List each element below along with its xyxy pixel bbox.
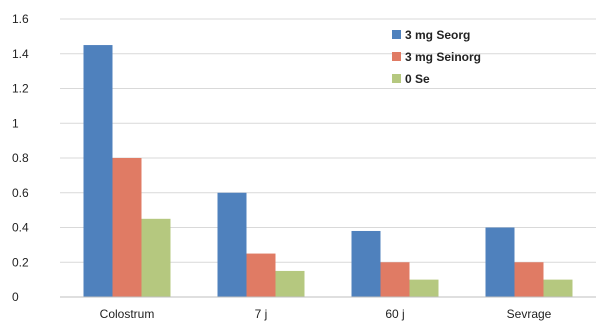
bar [351,230,381,297]
bars [83,45,573,297]
x-category-label: 60 j [385,307,404,321]
x-category-label: Colostrum [100,307,155,321]
legend-label: 3 mg Seorg [405,28,470,42]
bar [380,262,410,297]
bar [485,227,515,297]
bar [246,253,276,297]
bar [83,45,113,297]
y-tick-label: 1 [12,116,19,130]
bar [217,192,247,297]
y-tick-label: 1.4 [12,47,29,61]
y-tick-label: 1.2 [12,82,29,96]
x-axis-categories: Colostrum 7 j 60 j Sevrage [100,307,552,321]
x-category-label: Sevrage [507,307,552,321]
y-tick-label: 0.2 [12,255,29,269]
y-tick-label: 0.4 [12,221,29,235]
legend-label: 3 mg Seinorg [405,50,481,64]
y-tick-label: 1.6 [12,12,29,26]
x-category-label: 7 j [255,307,268,321]
bar [543,279,573,297]
legend-label: 0 Se [405,72,430,86]
bar [141,218,171,297]
y-tick-label: 0.8 [12,151,29,165]
bar [409,279,439,297]
bar [112,158,142,297]
y-tick-label: 0.6 [12,186,29,200]
y-tick-label: 0 [12,290,19,304]
bar [275,270,305,297]
legend-swatch [392,74,401,83]
legend-swatch [392,52,401,61]
legend: 3 mg Seorg 3 mg Seinorg 0 Se [392,28,481,86]
legend-swatch [392,30,401,39]
bar [514,262,544,297]
y-axis-ticks: 0 0.2 0.4 0.6 0.8 1 1.2 1.4 1.6 [12,12,29,304]
